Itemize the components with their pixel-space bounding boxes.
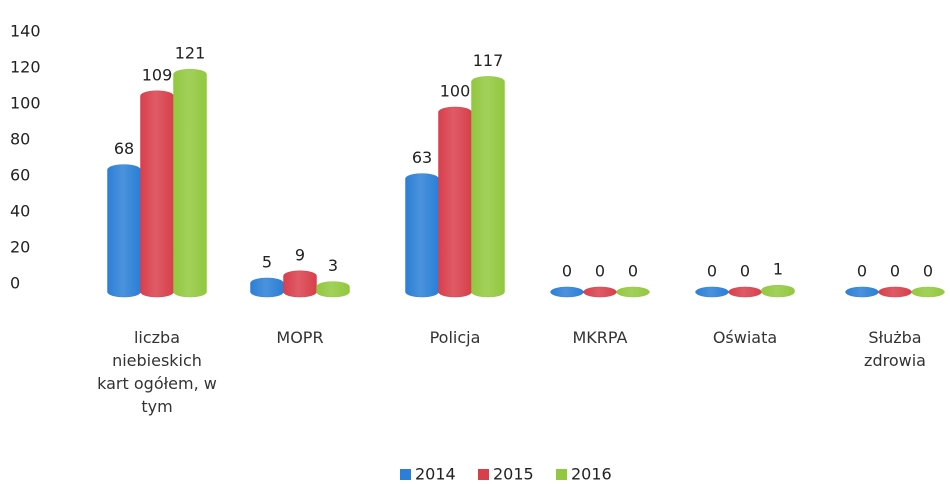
- y-tick-label: 100: [10, 94, 41, 113]
- bar: [911, 286, 945, 298]
- x-tick-label: Oświata: [712, 328, 778, 347]
- bar: [107, 164, 141, 298]
- value-label: 0: [740, 262, 750, 281]
- value-label: 121: [175, 44, 206, 63]
- legend-swatch: [556, 469, 567, 480]
- value-label: 0: [890, 262, 900, 281]
- value-label: 5: [262, 253, 272, 272]
- y-tick-label: 140: [10, 22, 41, 41]
- bar: [695, 286, 729, 298]
- bar: [316, 281, 350, 298]
- x-tick-label: Służba zdrowia: [864, 328, 926, 370]
- bar: [878, 286, 912, 298]
- value-label: 1: [773, 260, 783, 279]
- bar: [405, 173, 439, 298]
- bar: [616, 286, 650, 298]
- legend-swatch: [400, 469, 411, 480]
- x-tick-label: liczba niebieskich kart ogółem, w tym: [97, 328, 217, 416]
- x-tick-label: MKRPA: [572, 328, 628, 347]
- value-label: 63: [412, 148, 432, 167]
- y-tick-label: 120: [10, 58, 41, 77]
- value-label: 109: [142, 65, 173, 84]
- bar: [728, 286, 762, 298]
- y-tick-label: 20: [10, 238, 30, 257]
- legend-label: 2015: [493, 465, 534, 484]
- y-tick-label: 80: [10, 130, 30, 149]
- value-label: 68: [114, 139, 134, 158]
- bar: [583, 286, 617, 298]
- value-label: 3: [328, 256, 338, 275]
- bar: [173, 68, 207, 298]
- value-label: 117: [473, 51, 504, 70]
- legend-label: 2014: [415, 465, 456, 484]
- bar: [140, 90, 174, 298]
- bar: [438, 106, 472, 298]
- legend-label: 2016: [571, 465, 612, 484]
- y-tick-label: 60: [10, 166, 30, 185]
- bar: [283, 270, 317, 298]
- y-tick-label: 0: [10, 274, 20, 293]
- value-label: 0: [923, 262, 933, 281]
- bar: [471, 76, 505, 298]
- value-label: 100: [440, 82, 471, 101]
- x-tick-label: Policja: [429, 328, 481, 347]
- y-tick-label: 40: [10, 202, 30, 221]
- x-tick-label: MOPR: [276, 328, 324, 347]
- value-label: 0: [562, 262, 572, 281]
- bar: [845, 286, 879, 298]
- value-label: 0: [595, 262, 605, 281]
- value-label: 0: [857, 262, 867, 281]
- bar: [550, 286, 584, 298]
- value-label: 9: [295, 245, 305, 264]
- value-label: 0: [707, 262, 717, 281]
- legend-swatch: [478, 469, 489, 480]
- bar: [761, 284, 795, 298]
- value-label: 0: [628, 262, 638, 281]
- bar: [250, 277, 284, 298]
